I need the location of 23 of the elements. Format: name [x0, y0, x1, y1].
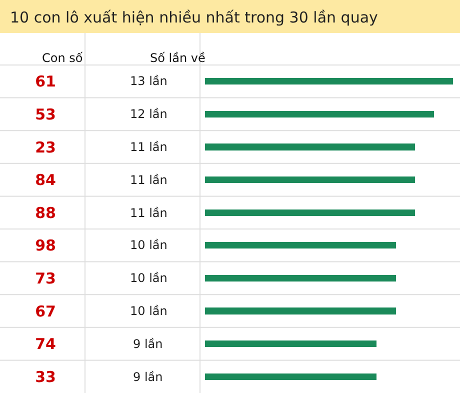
data-label: 12 lần — [130, 107, 168, 121]
y-tick-label: 53 — [35, 105, 56, 124]
y-tick-label: 74 — [35, 335, 56, 354]
data-label: 10 lần — [130, 304, 168, 318]
data-label: 9 lần — [133, 337, 163, 351]
y-tick-label: 33 — [35, 368, 56, 386]
y-axis-title: Con số — [42, 51, 84, 65]
data-label: 11 lần — [130, 173, 168, 187]
y-tick-label: 98 — [35, 236, 56, 255]
y-tick-label: 23 — [35, 138, 56, 156]
y-tick-label: 84 — [35, 171, 56, 190]
y-tick-label: 88 — [35, 204, 56, 222]
y-tick-label: 67 — [35, 302, 56, 320]
data-label: 10 lần — [130, 271, 168, 285]
y-tick-label: 61 — [35, 72, 56, 91]
chart-title: 10 con lô xuất hiện nhiều nhất trong 30 lần quay — [10, 8, 378, 26]
y-tick-label: 73 — [35, 269, 56, 288]
data-label: 11 lần — [130, 206, 168, 220]
data-label: 13 lần — [130, 74, 168, 88]
data-label: 9 lần — [133, 370, 163, 384]
text: Số lần về — [150, 51, 206, 65]
data-label: 11 lần — [130, 140, 168, 154]
data-label: 10 lần — [130, 238, 168, 252]
